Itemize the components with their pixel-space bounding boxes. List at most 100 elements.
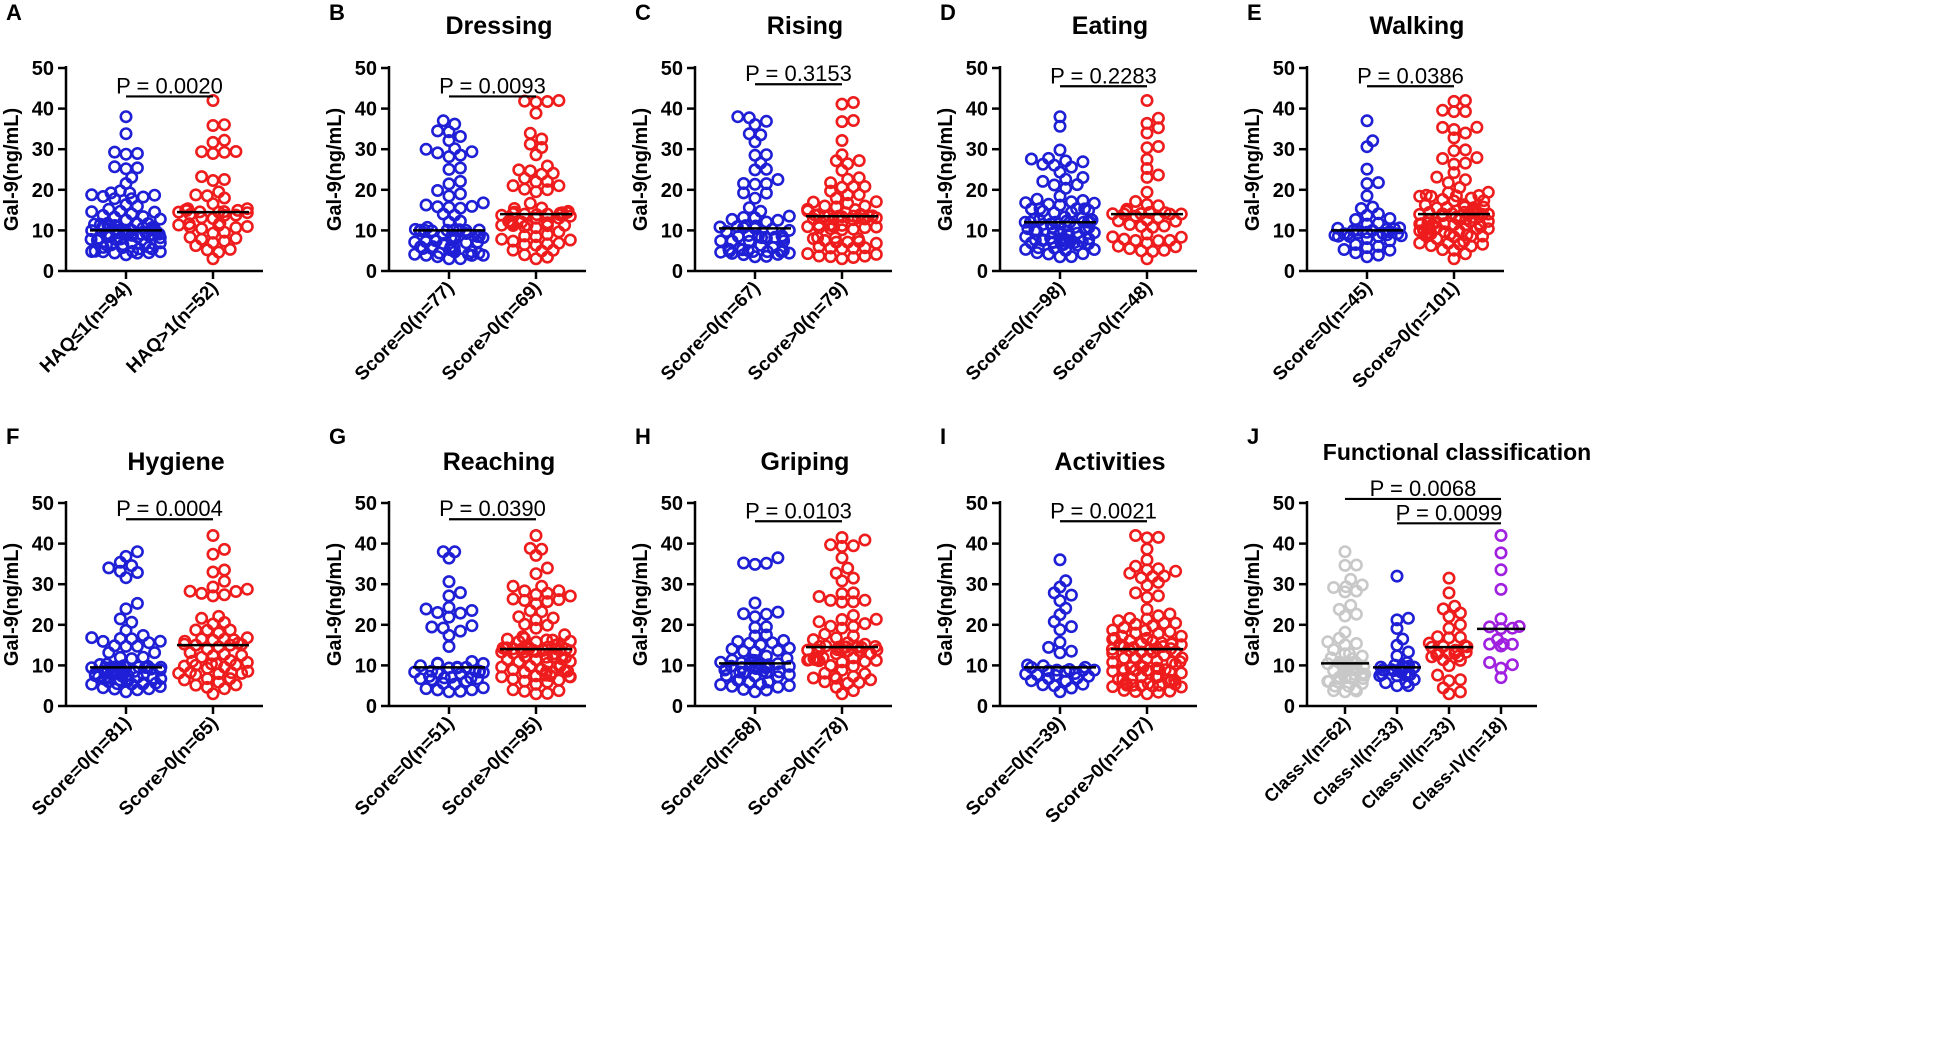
- data-point: [731, 634, 745, 648]
- data-point: [1436, 103, 1450, 117]
- data-point: [1053, 646, 1067, 660]
- data-point: [540, 216, 554, 230]
- data-point: [212, 675, 226, 689]
- data-point: [1447, 252, 1461, 266]
- data-point: [746, 653, 760, 667]
- x-tick-label: HAQ≤1(n=94): [36, 278, 136, 378]
- data-point: [506, 579, 520, 593]
- data-point: [558, 628, 572, 642]
- data-point: [431, 184, 445, 198]
- data-point: [195, 611, 209, 625]
- y-tick-label: 40: [1273, 99, 1295, 121]
- data-point: [431, 200, 445, 214]
- data-point: [552, 236, 566, 250]
- data-point: [1494, 582, 1508, 596]
- panel-j: J Functional classification Gal-9(ng/mL) 0 1…: [1242, 424, 1591, 815]
- data-point: [759, 628, 773, 642]
- data-point: [189, 188, 203, 202]
- data-point: [119, 162, 133, 176]
- y-axis-label: Gal-9(ng/mL): [1, 543, 23, 666]
- data-point: [200, 189, 214, 203]
- y-tick-label: 30: [1273, 139, 1295, 161]
- data-point: [1430, 170, 1444, 184]
- p-value-label: P = 0.0390: [439, 496, 546, 521]
- data-point: [1458, 156, 1472, 170]
- y-axis-label: Gal-9(ng/mL): [935, 108, 957, 231]
- y-tick-label: 50: [661, 58, 683, 80]
- data-point: [1053, 110, 1067, 124]
- data-point: [1447, 94, 1461, 108]
- data-point: [517, 631, 531, 645]
- data-point: [413, 659, 427, 673]
- data-point: [858, 637, 872, 651]
- data-point: [1174, 680, 1188, 694]
- data-point: [125, 192, 139, 206]
- data-point: [130, 545, 144, 559]
- data-point: [1349, 636, 1363, 650]
- data-point: [212, 609, 226, 623]
- data-point: [476, 681, 490, 695]
- y-tick-label: 30: [32, 139, 54, 161]
- y-tick-label: 20: [32, 615, 54, 637]
- data-point: [748, 118, 762, 132]
- data-point: [1448, 599, 1462, 613]
- data-point: [1470, 120, 1484, 134]
- data-point: [824, 184, 838, 198]
- chart-title: Functional classification: [1323, 439, 1591, 465]
- data-point: [846, 96, 860, 110]
- data-point: [113, 612, 127, 626]
- data-point: [1447, 131, 1461, 145]
- y-axis-label: Gal-9(ng/mL): [324, 543, 346, 666]
- data-point: [1129, 528, 1143, 542]
- data-point: [529, 106, 543, 120]
- data-point: [523, 196, 537, 210]
- y-axis-label: Gal-9(ng/mL): [1242, 543, 1264, 666]
- data-point: [535, 132, 549, 146]
- data-point: [465, 683, 479, 697]
- data-point: [148, 646, 162, 660]
- series-points: [714, 551, 796, 699]
- data-point: [431, 605, 445, 619]
- y-tick-label: 20: [1273, 180, 1295, 202]
- data-point: [812, 615, 826, 629]
- series-points: [1422, 571, 1474, 701]
- data-point: [1151, 168, 1165, 182]
- data-point: [1337, 243, 1351, 257]
- data-point: [1441, 176, 1455, 190]
- series-points: [172, 94, 254, 266]
- data-point: [1140, 542, 1154, 556]
- y-tick-label: 0: [366, 696, 377, 718]
- data-point: [453, 161, 467, 175]
- y-tick-label: 50: [32, 58, 54, 80]
- data-point: [113, 650, 127, 664]
- series-points: [408, 114, 490, 266]
- data-point: [1360, 189, 1374, 203]
- chart-title: Hygiene: [127, 448, 224, 476]
- data-point: [453, 624, 467, 638]
- data-point: [811, 208, 825, 222]
- data-point: [835, 612, 849, 626]
- data-point: [1331, 221, 1345, 235]
- data-point: [552, 179, 566, 193]
- data-point: [1149, 669, 1163, 683]
- data-point: [506, 683, 520, 697]
- data-point: [1442, 674, 1456, 688]
- data-point: [217, 133, 231, 147]
- data-point: [824, 619, 838, 633]
- data-point: [431, 124, 445, 138]
- y-axis-label: Gal-9(ng/mL): [630, 543, 652, 666]
- data-point: [206, 174, 220, 188]
- data-point: [1151, 562, 1165, 576]
- panel-letter: B: [329, 0, 345, 25]
- data-point: [806, 671, 820, 685]
- y-tick-label: 10: [355, 655, 377, 677]
- data-point: [1150, 661, 1164, 675]
- data-point: [465, 603, 479, 617]
- data-point: [737, 210, 751, 224]
- data-point: [1491, 632, 1505, 646]
- data-point: [1453, 673, 1467, 687]
- data-point: [1019, 230, 1033, 244]
- data-point: [540, 183, 554, 197]
- data-point: [1447, 144, 1461, 158]
- data-point: [1344, 598, 1358, 612]
